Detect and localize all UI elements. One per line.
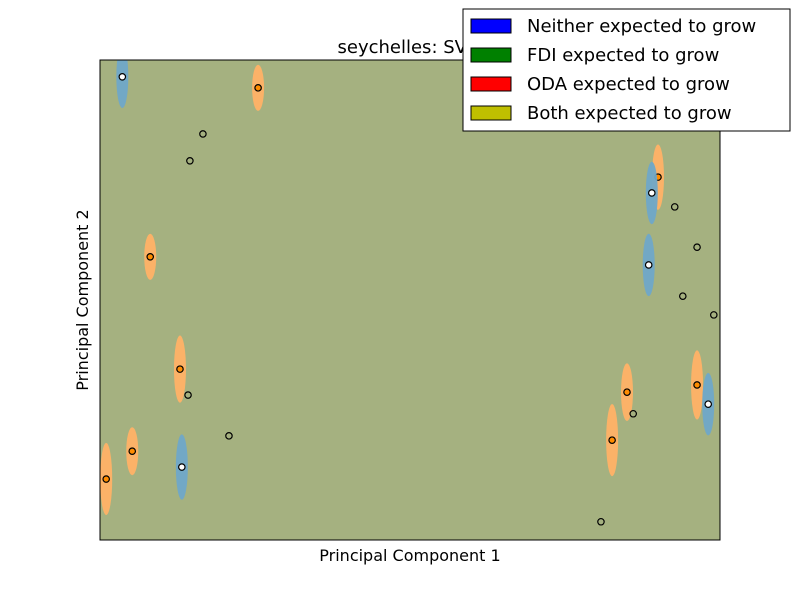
legend-label: Neither expected to grow bbox=[527, 16, 756, 37]
legend-label: FDI expected to grow bbox=[527, 45, 719, 66]
data-point bbox=[629, 409, 638, 418]
data-point bbox=[102, 475, 111, 483]
legend-label: Both expected to grow bbox=[527, 103, 732, 124]
point-halo-blue bbox=[116, 60, 129, 108]
plot-frame bbox=[99, 59, 721, 541]
data-point bbox=[693, 243, 701, 252]
data-point bbox=[146, 252, 155, 261]
data-point bbox=[186, 157, 194, 165]
data-point bbox=[184, 391, 192, 399]
legend-swatch bbox=[470, 18, 512, 34]
data-point bbox=[644, 261, 653, 269]
data-point bbox=[670, 203, 679, 211]
data-point bbox=[597, 517, 605, 526]
data-point bbox=[623, 388, 631, 396]
legend: Neither expected to grow FDI expected to … bbox=[462, 8, 791, 132]
data-point bbox=[608, 436, 616, 444]
plot-background bbox=[100, 60, 720, 540]
legend-label: ODA expected to grow bbox=[527, 74, 730, 95]
data-point bbox=[254, 84, 262, 92]
data-point bbox=[118, 73, 127, 81]
data-point bbox=[128, 447, 137, 456]
data-point bbox=[176, 365, 184, 373]
data-point bbox=[678, 292, 687, 300]
legend-swatch bbox=[470, 47, 512, 63]
data-point bbox=[704, 400, 713, 408]
legend-swatch bbox=[470, 76, 512, 92]
x-axis-label: Principal Component 1 bbox=[319, 546, 500, 565]
legend-swatch bbox=[470, 105, 512, 121]
data-point bbox=[178, 463, 186, 471]
y-axis-label: Principal Component 2 bbox=[73, 209, 92, 390]
data-point bbox=[199, 130, 207, 138]
data-point bbox=[693, 381, 701, 389]
legend-frame bbox=[462, 8, 791, 132]
data-point bbox=[647, 189, 656, 197]
data-point bbox=[709, 311, 718, 319]
data-point bbox=[225, 432, 233, 440]
chart-title: seychelles: SVM bbox=[338, 37, 483, 58]
